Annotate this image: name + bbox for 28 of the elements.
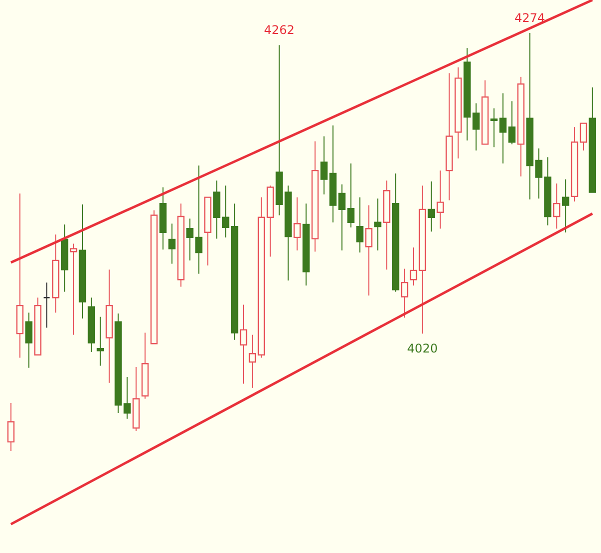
candlestick: [580, 122, 588, 151]
candlestick: [428, 180, 435, 232]
annotation: 4274: [514, 11, 546, 26]
candlestick: [168, 223, 176, 264]
candlestick: [400, 268, 408, 318]
candlestick: [96, 316, 104, 366]
candlestick: [43, 282, 50, 328]
candlestick: [508, 100, 516, 145]
candlestick: [436, 170, 444, 230]
candlestick: [365, 204, 372, 296]
candlestick: [499, 92, 507, 164]
candlestick: [320, 136, 328, 195]
candlestick: [356, 196, 364, 253]
candlestick: [7, 402, 15, 452]
candlestick: [240, 304, 248, 384]
annotation: 4020: [407, 342, 438, 356]
candlestick: [294, 196, 301, 251]
candlestick: [248, 334, 256, 388]
candlestick: [338, 184, 346, 251]
candlestick: [562, 178, 570, 233]
candlestick: [490, 108, 498, 148]
candlestick: [410, 246, 418, 286]
candlestick: [374, 198, 382, 251]
candlestick: [25, 312, 32, 368]
candlestick: [553, 183, 560, 230]
candlestick: [70, 243, 78, 336]
annotation: 4262: [264, 23, 295, 38]
candlestick: [347, 162, 354, 228]
